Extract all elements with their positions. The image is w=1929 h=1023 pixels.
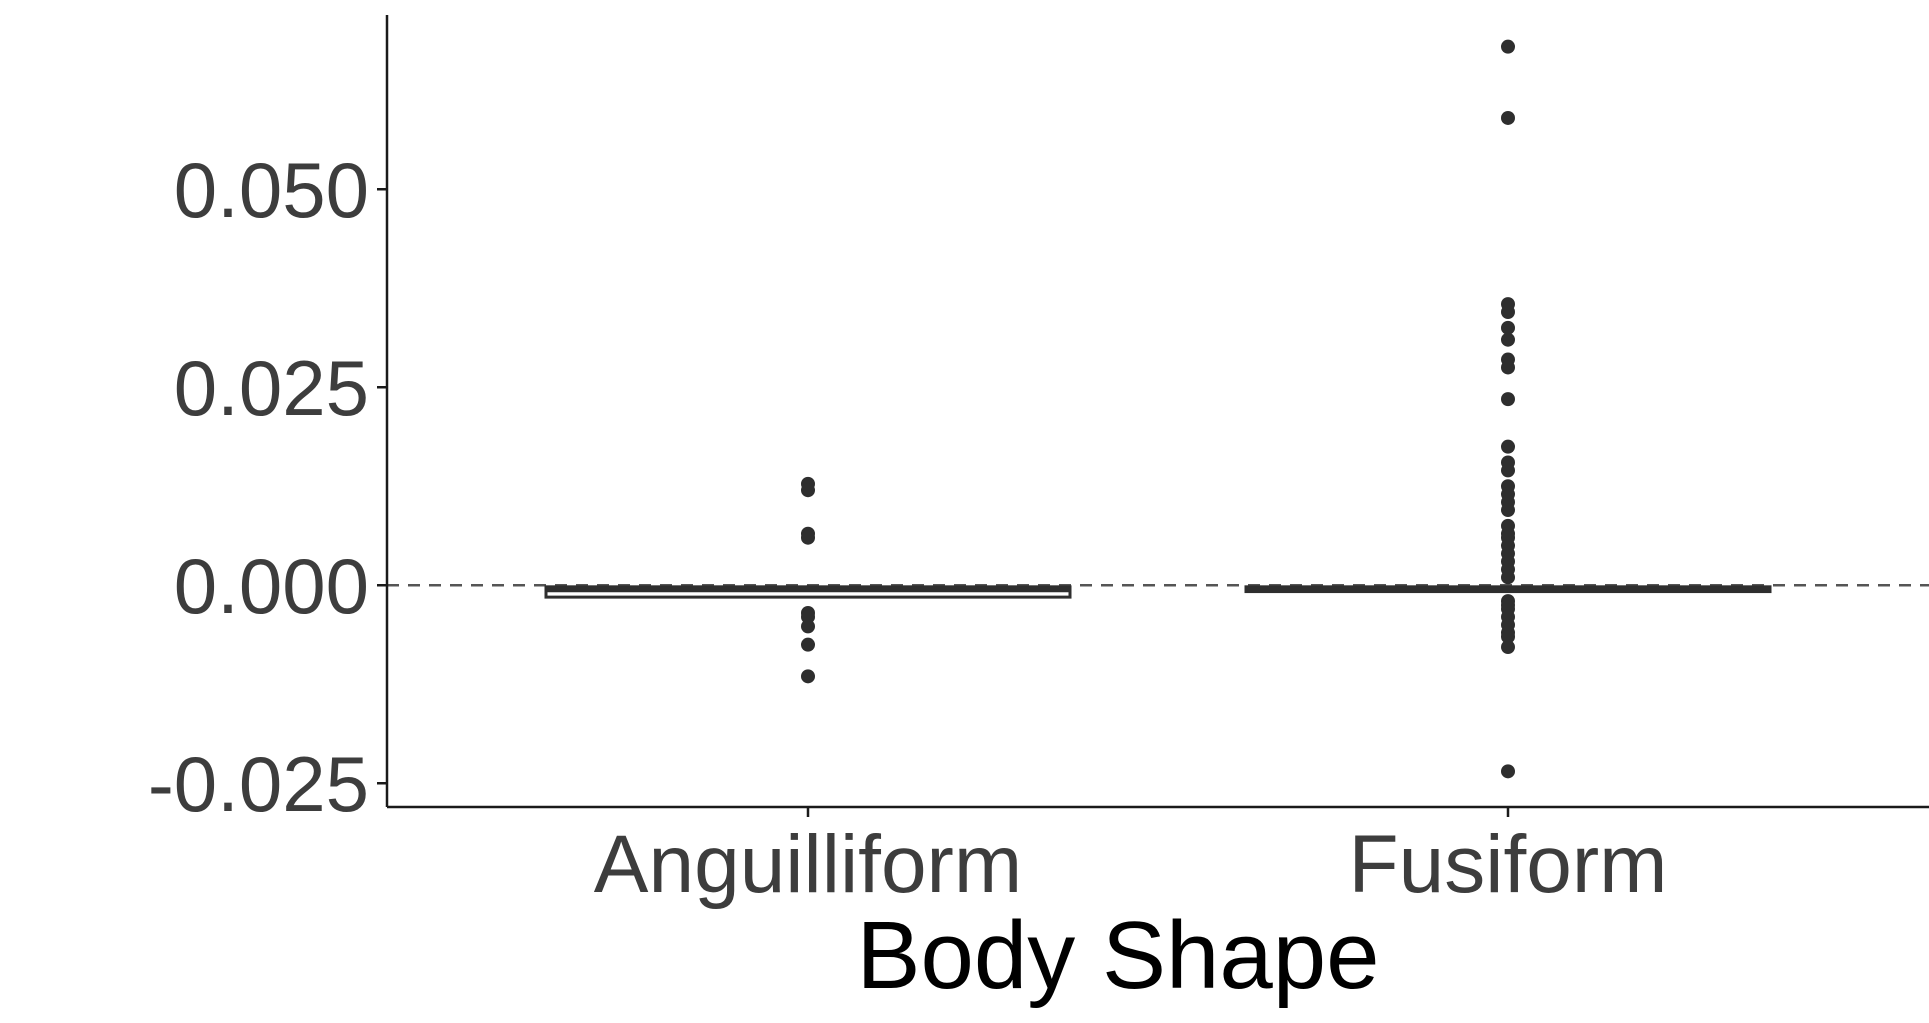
outlier-point-fusiform — [1501, 640, 1515, 655]
x-tick-label-anguilliform: Anguilliform — [594, 819, 1022, 910]
outlier-point-fusiform — [1501, 764, 1515, 779]
outlier-point-fusiform — [1501, 305, 1515, 319]
outlier-point-fusiform — [1501, 39, 1515, 54]
outlier-point-fusiform — [1501, 332, 1515, 347]
outlier-point-fusiform — [1501, 110, 1515, 125]
outlier-point-fusiform — [1501, 392, 1515, 407]
outlier-point-fusiform — [1501, 463, 1515, 478]
outlier-point-fusiform — [1501, 570, 1515, 585]
y-tick-label: 0.000 — [174, 542, 369, 630]
outlier-point-anguilliform — [801, 619, 815, 634]
y-tick-label: -0.025 — [148, 740, 369, 828]
y-tick-label: 0.025 — [174, 344, 369, 432]
y-tick-label: 0.050 — [174, 146, 369, 234]
outlier-point-anguilliform — [801, 669, 815, 684]
outlier-point-fusiform — [1501, 439, 1515, 454]
outlier-point-fusiform — [1501, 503, 1515, 517]
x-tick-label-fusiform: Fusiform — [1349, 819, 1668, 910]
marks-layer — [387, 39, 1929, 779]
x-axis-title: Body Shape — [856, 902, 1379, 1009]
outlier-point-fusiform — [1501, 360, 1515, 375]
outlier-point-fusiform — [1501, 629, 1515, 644]
axes-layer: Anguilliform Fusiform -0.025 0.000 0.025 0.05… — [148, 15, 1929, 910]
outlier-point-anguilliform — [801, 530, 815, 545]
outlier-point-anguilliform — [801, 637, 815, 652]
outlier-point-fusiform — [1501, 320, 1515, 335]
outlier-point-anguilliform — [801, 483, 815, 498]
